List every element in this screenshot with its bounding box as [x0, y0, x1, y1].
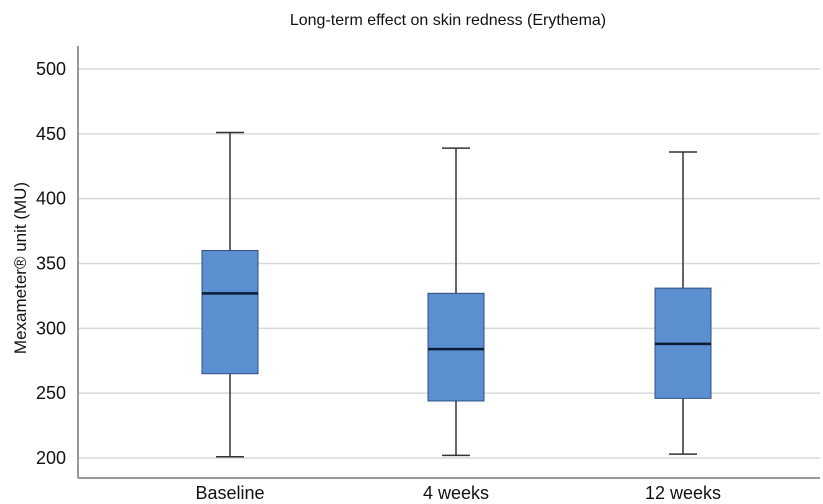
y-tick-label: 400 [36, 189, 66, 209]
y-tick-label: 200 [36, 448, 66, 468]
y-tick-label: 500 [36, 59, 66, 79]
y-tick-label: 250 [36, 383, 66, 403]
x-tick-label: Baseline [195, 483, 264, 503]
x-tick-label: 4 weeks [423, 483, 489, 503]
x-tick-label: 12 weeks [645, 483, 721, 503]
iqr-box [201, 250, 259, 375]
y-tick-label: 300 [36, 318, 66, 338]
chart-title: Long-term effect on skin redness (Erythe… [290, 12, 606, 29]
box-group [654, 151, 712, 455]
box-group [427, 147, 485, 457]
iqr-box [427, 292, 485, 402]
y-tick-label: 350 [36, 254, 66, 274]
box-group [201, 131, 259, 458]
y-tick-label: 450 [36, 124, 66, 144]
y-axis-label: Mexameter® unit (MU) [11, 182, 30, 354]
